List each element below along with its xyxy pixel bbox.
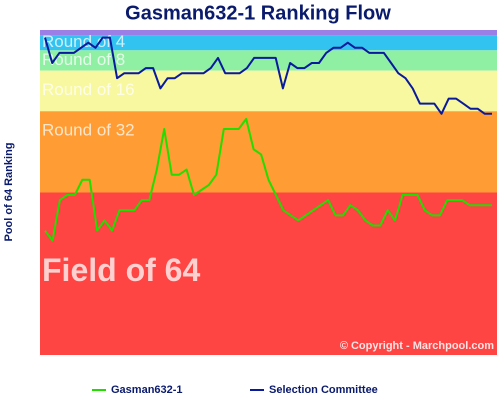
band [40, 35, 497, 51]
copyright: © Copyright - Marchpool.com [340, 340, 494, 352]
legend-label: Selection Committee [269, 384, 378, 396]
legend-label: Gasman632-1 [111, 384, 183, 396]
series-line [44, 36, 492, 115]
band-label: Round of 16 [42, 80, 135, 99]
chart-title: Gasman632-1 Ranking Flow [125, 2, 391, 24]
series-line [44, 117, 492, 242]
y-axis-label: Pool of 64 Ranking [3, 142, 15, 241]
band [40, 30, 497, 36]
band-label: Round of 8 [42, 50, 125, 69]
band-label: Field of 64 [42, 252, 200, 288]
band-label: Round of 32 [42, 121, 135, 140]
lines [44, 36, 492, 242]
legend: Gasman632-1 Selection Committee [92, 384, 378, 396]
band [40, 50, 497, 71]
